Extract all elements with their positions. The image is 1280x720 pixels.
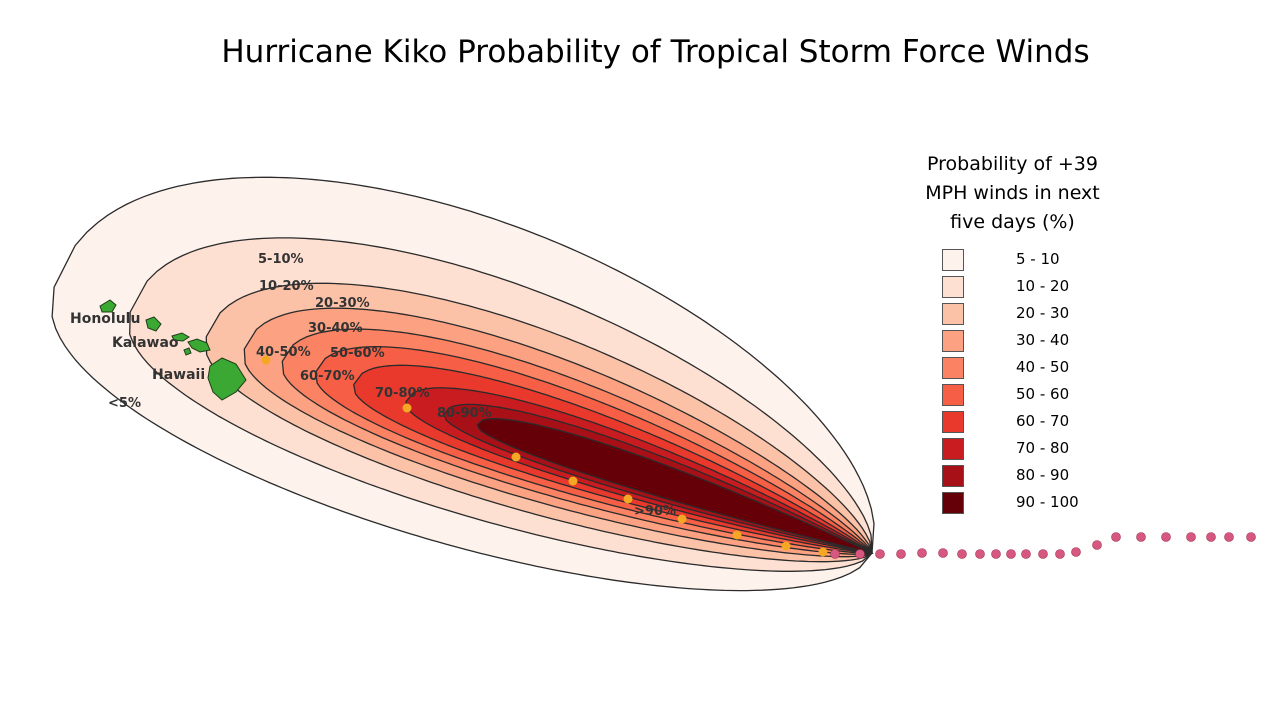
- past-track-point: [1071, 547, 1081, 557]
- past-track-point: [855, 549, 865, 559]
- past-track-point: [1055, 549, 1065, 559]
- contour-label: 70-80%: [375, 386, 430, 401]
- past-track-point: [975, 549, 985, 559]
- contour-label: 60-70%: [300, 369, 355, 384]
- legend: Probability of +39 MPH winds in next fiv…: [905, 150, 1120, 517]
- legend-swatch: [942, 492, 964, 514]
- island-big-island: [207, 357, 247, 401]
- place-label-honolulu: Honolulu: [70, 311, 140, 327]
- contour-label: 80-90%: [437, 406, 492, 421]
- legend-item: 40 - 50: [905, 355, 1120, 382]
- past-track-point: [1136, 532, 1146, 542]
- past-track-point: [1206, 532, 1216, 542]
- legend-item: 50 - 60: [905, 382, 1120, 409]
- forecast-point: [511, 452, 521, 462]
- island-maui: [187, 338, 211, 353]
- past-track-point: [1092, 540, 1102, 550]
- contour-layer: [51, 176, 875, 592]
- past-track-point: [830, 549, 840, 559]
- past-track-point: [875, 549, 885, 559]
- past-track-point: [1021, 549, 1031, 559]
- past-track-point: [1186, 532, 1196, 542]
- contour-band-10: [476, 418, 873, 554]
- past-track-point: [1246, 532, 1256, 542]
- forecast-point: [623, 494, 633, 504]
- legend-swatch: [942, 384, 964, 406]
- island-molokai: [171, 332, 190, 342]
- past-track-point: [1006, 549, 1016, 559]
- legend-item: 90 - 100: [905, 490, 1120, 517]
- past-track-point: [957, 549, 967, 559]
- place-label-kalawao: Kalawao: [112, 335, 179, 351]
- legend-item: 5 - 10: [905, 247, 1120, 274]
- legend-item: 30 - 40: [905, 328, 1120, 355]
- past-track-point: [1111, 532, 1121, 542]
- past-track-point: [1038, 549, 1048, 559]
- legend-title: Probability of +39 MPH winds in next fiv…: [925, 153, 1100, 233]
- past-track-point: [991, 549, 1001, 559]
- past-track-point: [917, 548, 927, 558]
- legend-swatch: [942, 276, 964, 298]
- legend-item: 70 - 80: [905, 436, 1120, 463]
- legend-item: 80 - 90: [905, 463, 1120, 490]
- legend-swatch: [942, 411, 964, 433]
- past-track-point: [1224, 532, 1234, 542]
- forecast-point: [732, 530, 742, 540]
- contour-label: 10-20%: [259, 279, 314, 294]
- place-label-hawaii: Hawaii: [152, 367, 205, 383]
- contour-label: >90%: [634, 504, 676, 519]
- forecast-point: [568, 476, 578, 486]
- legend-swatch: [942, 438, 964, 460]
- contour-label: 50-60%: [330, 346, 385, 361]
- past-track-point: [896, 549, 906, 559]
- hawaiian-islands: [99, 299, 247, 401]
- contour-label: <5%: [108, 396, 141, 411]
- past-track-point: [938, 548, 948, 558]
- legend-item: 10 - 20: [905, 274, 1120, 301]
- contour-label: 30-40%: [308, 321, 363, 336]
- contour-label: 20-30%: [315, 296, 370, 311]
- forecast-point: [818, 547, 828, 557]
- legend-swatch: [942, 249, 964, 271]
- legend-item: 60 - 70: [905, 409, 1120, 436]
- legend-swatch: [942, 303, 964, 325]
- contour-label: 5-10%: [258, 252, 304, 267]
- map-title: Hurricane Kiko Probability of Tropical S…: [221, 34, 1090, 70]
- legend-item: 20 - 30: [905, 301, 1120, 328]
- map-labels: <5% 5-10% 10-20%20-30% 30-40% 40-50% 50-60% 60…: [70, 252, 676, 519]
- island-oahu: [145, 316, 162, 332]
- storm-track: [261, 355, 1256, 559]
- forecast-point: [402, 403, 412, 413]
- legend-swatch: [942, 357, 964, 379]
- island-kauai: [99, 299, 117, 313]
- legend-rows: 5 - 10 10 - 20 20 - 30 30 - 40 40 - 50 5…: [905, 247, 1120, 517]
- legend-swatch: [942, 330, 964, 352]
- forecast-point: [261, 355, 271, 365]
- forecast-point: [781, 541, 791, 551]
- past-track-point: [1161, 532, 1171, 542]
- legend-swatch: [942, 465, 964, 487]
- contour-label: 40-50%: [256, 345, 311, 360]
- island-lanai: [183, 347, 192, 356]
- forecast-point: [677, 514, 687, 524]
